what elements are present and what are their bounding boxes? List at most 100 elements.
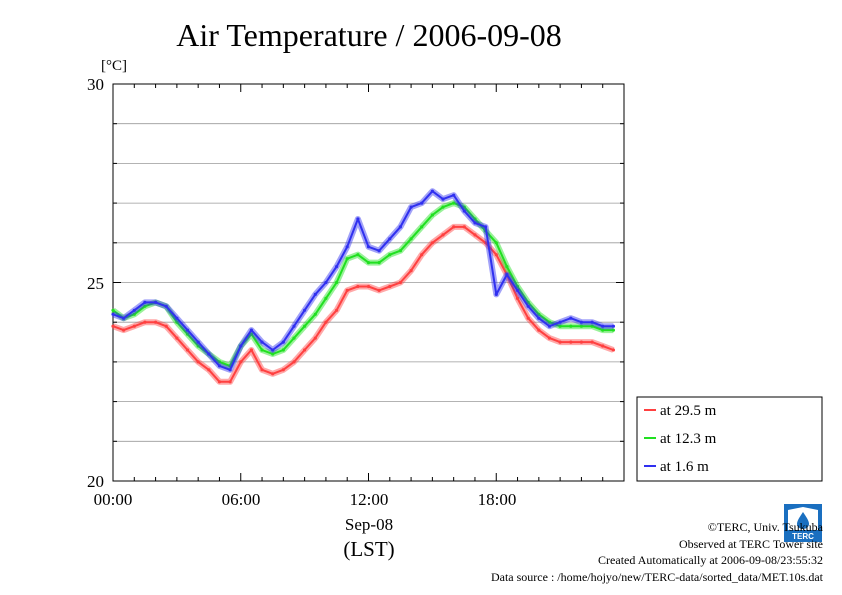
data-point: [601, 328, 605, 332]
data-point: [590, 320, 594, 324]
data-point: [569, 316, 573, 320]
data-point: [441, 197, 445, 201]
data-point: [515, 288, 520, 292]
x-tick-label: 12:00: [350, 490, 389, 509]
data-point: [122, 316, 126, 320]
data-point: [260, 340, 264, 344]
data-point: [271, 348, 275, 352]
data-point: [494, 292, 498, 296]
data-point: [409, 205, 413, 209]
data-point: [164, 324, 168, 328]
data-point: [239, 360, 243, 364]
data-point: [611, 324, 616, 328]
data-point: [185, 348, 190, 352]
data-point: [430, 189, 434, 193]
data-point: [143, 320, 147, 324]
series-line: [112, 202, 614, 367]
grid: [112, 83, 625, 482]
legend-entry: at 12.3 m: [660, 431, 717, 447]
data-point: [494, 241, 498, 245]
data-point: [462, 225, 466, 229]
data-point: [292, 360, 296, 364]
data-point: [579, 320, 584, 324]
data-point: [217, 364, 222, 368]
data-point: [473, 217, 477, 221]
data-point: [579, 324, 584, 328]
data-point: [324, 320, 328, 324]
observed-text: Observed at TERC Tower site: [678, 536, 823, 551]
footer: ©TERC, Univ. Tsukuba Observed at TERC To…: [491, 519, 823, 585]
data-point: [409, 269, 413, 273]
data-point: [132, 308, 136, 312]
data-point: [420, 201, 424, 205]
data-point: [558, 340, 562, 344]
data-point: [260, 368, 264, 372]
data-point: [217, 360, 222, 364]
data-point: [281, 340, 285, 344]
data-point: [356, 284, 360, 289]
data-point: [303, 324, 307, 328]
data-point: [292, 336, 296, 340]
source-text: Data source : /home/hojyo/new/TERC-data/…: [490, 569, 823, 584]
data-point: [239, 344, 243, 348]
data-point: [185, 328, 190, 332]
data-point: [271, 352, 275, 356]
data-point: [505, 265, 509, 269]
data-point: [537, 316, 541, 320]
data-point: [228, 368, 232, 372]
data-point: [452, 193, 456, 197]
data-point: [611, 348, 616, 352]
data-point: [164, 304, 168, 308]
data-point: [111, 308, 115, 312]
data-point: [441, 233, 445, 237]
data-point: [313, 292, 317, 296]
data-point: [249, 348, 253, 352]
data-point: [547, 320, 552, 324]
data-point: [441, 205, 445, 209]
data-point: [313, 336, 317, 340]
y-tick-label: 30: [87, 75, 104, 94]
data-point: [398, 249, 402, 253]
data-point: [484, 225, 488, 229]
data-point: [324, 296, 328, 300]
legend-entry: at 29.5 m: [660, 403, 717, 419]
data-point: [526, 316, 530, 320]
data-point: [132, 312, 136, 316]
data-point: [111, 324, 115, 328]
data-point: [377, 249, 381, 253]
terc-logo-icon: TERC: [784, 504, 822, 542]
data-point: [398, 225, 402, 229]
data-point: [143, 304, 147, 308]
data-point: [154, 320, 158, 324]
legend: at 29.5 m at 12.3 m at 1.6 m: [636, 396, 823, 482]
data-point: [537, 328, 541, 332]
data-point: [430, 213, 434, 217]
data-point: [196, 344, 200, 348]
data-point: [345, 257, 349, 261]
series-2: [111, 188, 616, 373]
data-point: [122, 328, 126, 332]
data-point: [484, 241, 488, 245]
data-point: [154, 300, 158, 304]
data-point: [356, 217, 360, 221]
data-point: [473, 221, 477, 225]
data-point: [462, 209, 466, 213]
y-axis-unit: [°C]: [101, 58, 127, 74]
y-tick-label: 25: [87, 274, 104, 293]
data-point: [537, 312, 541, 316]
data-point: [281, 348, 285, 352]
data-point: [185, 332, 190, 336]
series-line: [112, 225, 614, 383]
data-point: [569, 324, 573, 328]
data-point: [271, 372, 275, 376]
data-point: [249, 328, 253, 332]
data-point: [303, 348, 307, 352]
x-tick-label: 00:00: [94, 490, 133, 509]
series-line: [112, 190, 614, 371]
series-line-halo: [111, 188, 614, 373]
created-text: Created Automatically at 2006-09-08/23:5…: [598, 553, 823, 567]
data-point: [388, 284, 392, 289]
legend-entry: at 1.6 m: [660, 459, 709, 475]
data-point: [569, 340, 573, 344]
